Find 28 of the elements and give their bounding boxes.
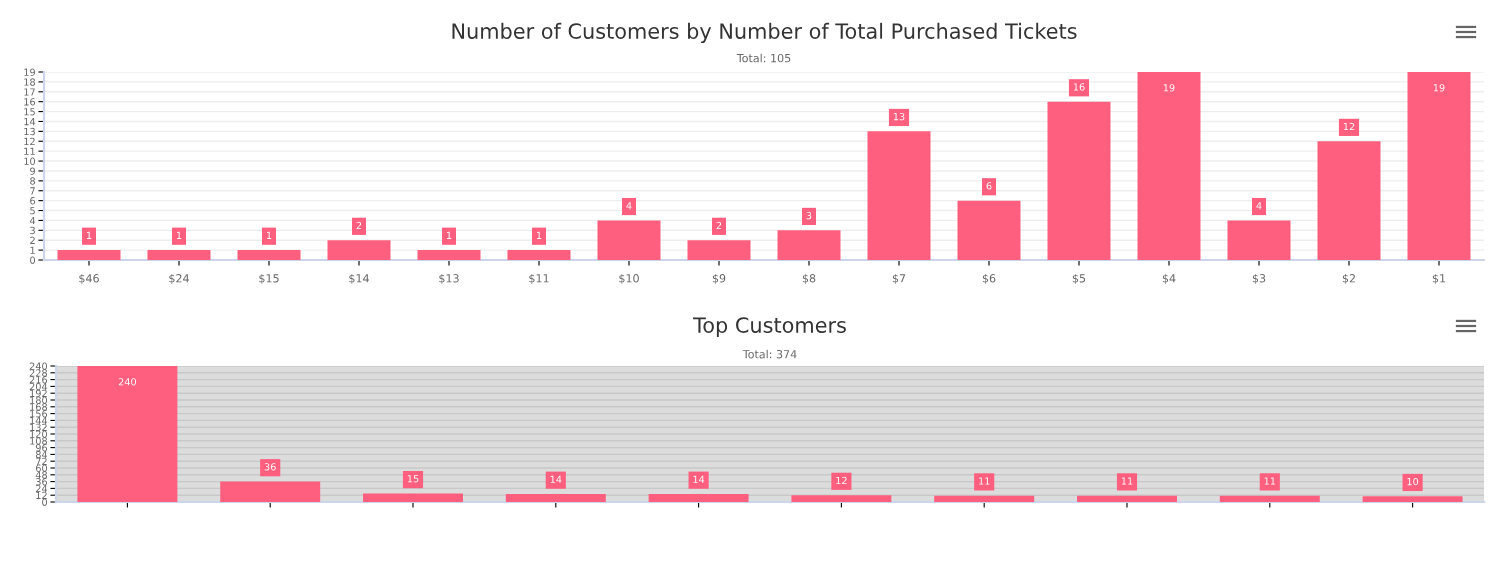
bar [1077,495,1177,502]
bar [363,493,463,502]
bar [1407,72,1471,260]
bar [57,250,121,260]
chart-title: Number of Customers by Number of Total Purchased Tickets [452,22,1077,43]
bar [1362,496,1463,502]
bar [1227,220,1291,260]
bar [791,495,892,502]
bar [507,250,571,260]
bar [1137,72,1201,260]
bar [934,495,1035,502]
bar [417,250,481,260]
chart-title: Top Customers [693,317,846,337]
bar [648,494,749,502]
bar [597,220,661,260]
bar [1047,101,1111,260]
bar [687,240,751,260]
bar [777,230,841,260]
bar [237,250,301,260]
bar [77,366,178,502]
bar [220,481,321,502]
bar [1317,141,1381,260]
bar [867,131,931,260]
bar [1219,495,1320,502]
bar [327,240,391,260]
bar [505,494,606,502]
bar [957,200,1021,260]
bar [147,250,211,260]
